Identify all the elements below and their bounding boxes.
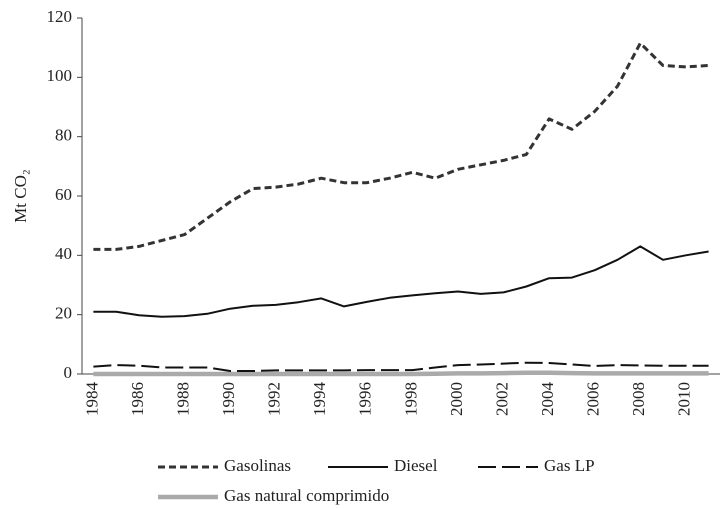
x-tick-label: 2008 [629,382,648,416]
x-tick-label: 1996 [356,382,375,416]
x-tick-label: 1998 [401,382,420,416]
series-line [93,245,709,318]
y-tick-label: 100 [47,66,73,85]
legend-label: Diesel [394,456,438,475]
x-tick-label: 1994 [310,382,329,417]
x-tick-label: 2010 [675,382,694,416]
y-tick-label: 20 [55,304,72,323]
series-line [93,361,709,372]
x-tick-label: 1984 [82,382,101,417]
x-tick-label: 2000 [447,382,466,416]
legend-label: Gas LP [544,456,595,475]
x-tick-label: 1988 [173,382,192,416]
x-tick-label: 2002 [492,382,511,416]
x-tick-label: 1986 [128,382,147,416]
y-tick-label: 60 [55,185,72,204]
y-tick-label: 80 [55,126,72,145]
y-axis-label: Mt CO₂ [11,169,30,223]
legend-label: Gas natural comprimido [224,486,389,505]
x-tick-label: 2006 [584,382,603,416]
x-tick-label: 2004 [538,382,557,417]
y-tick-label: 120 [47,7,73,26]
y-tick-label: 40 [55,244,72,263]
series-line [93,370,709,377]
series-line [93,41,709,251]
x-tick-label: 1992 [265,382,284,416]
x-tick-label: 1990 [219,382,238,416]
y-tick-label: 0 [64,363,73,382]
legend-label: Gasolinas [224,456,291,475]
